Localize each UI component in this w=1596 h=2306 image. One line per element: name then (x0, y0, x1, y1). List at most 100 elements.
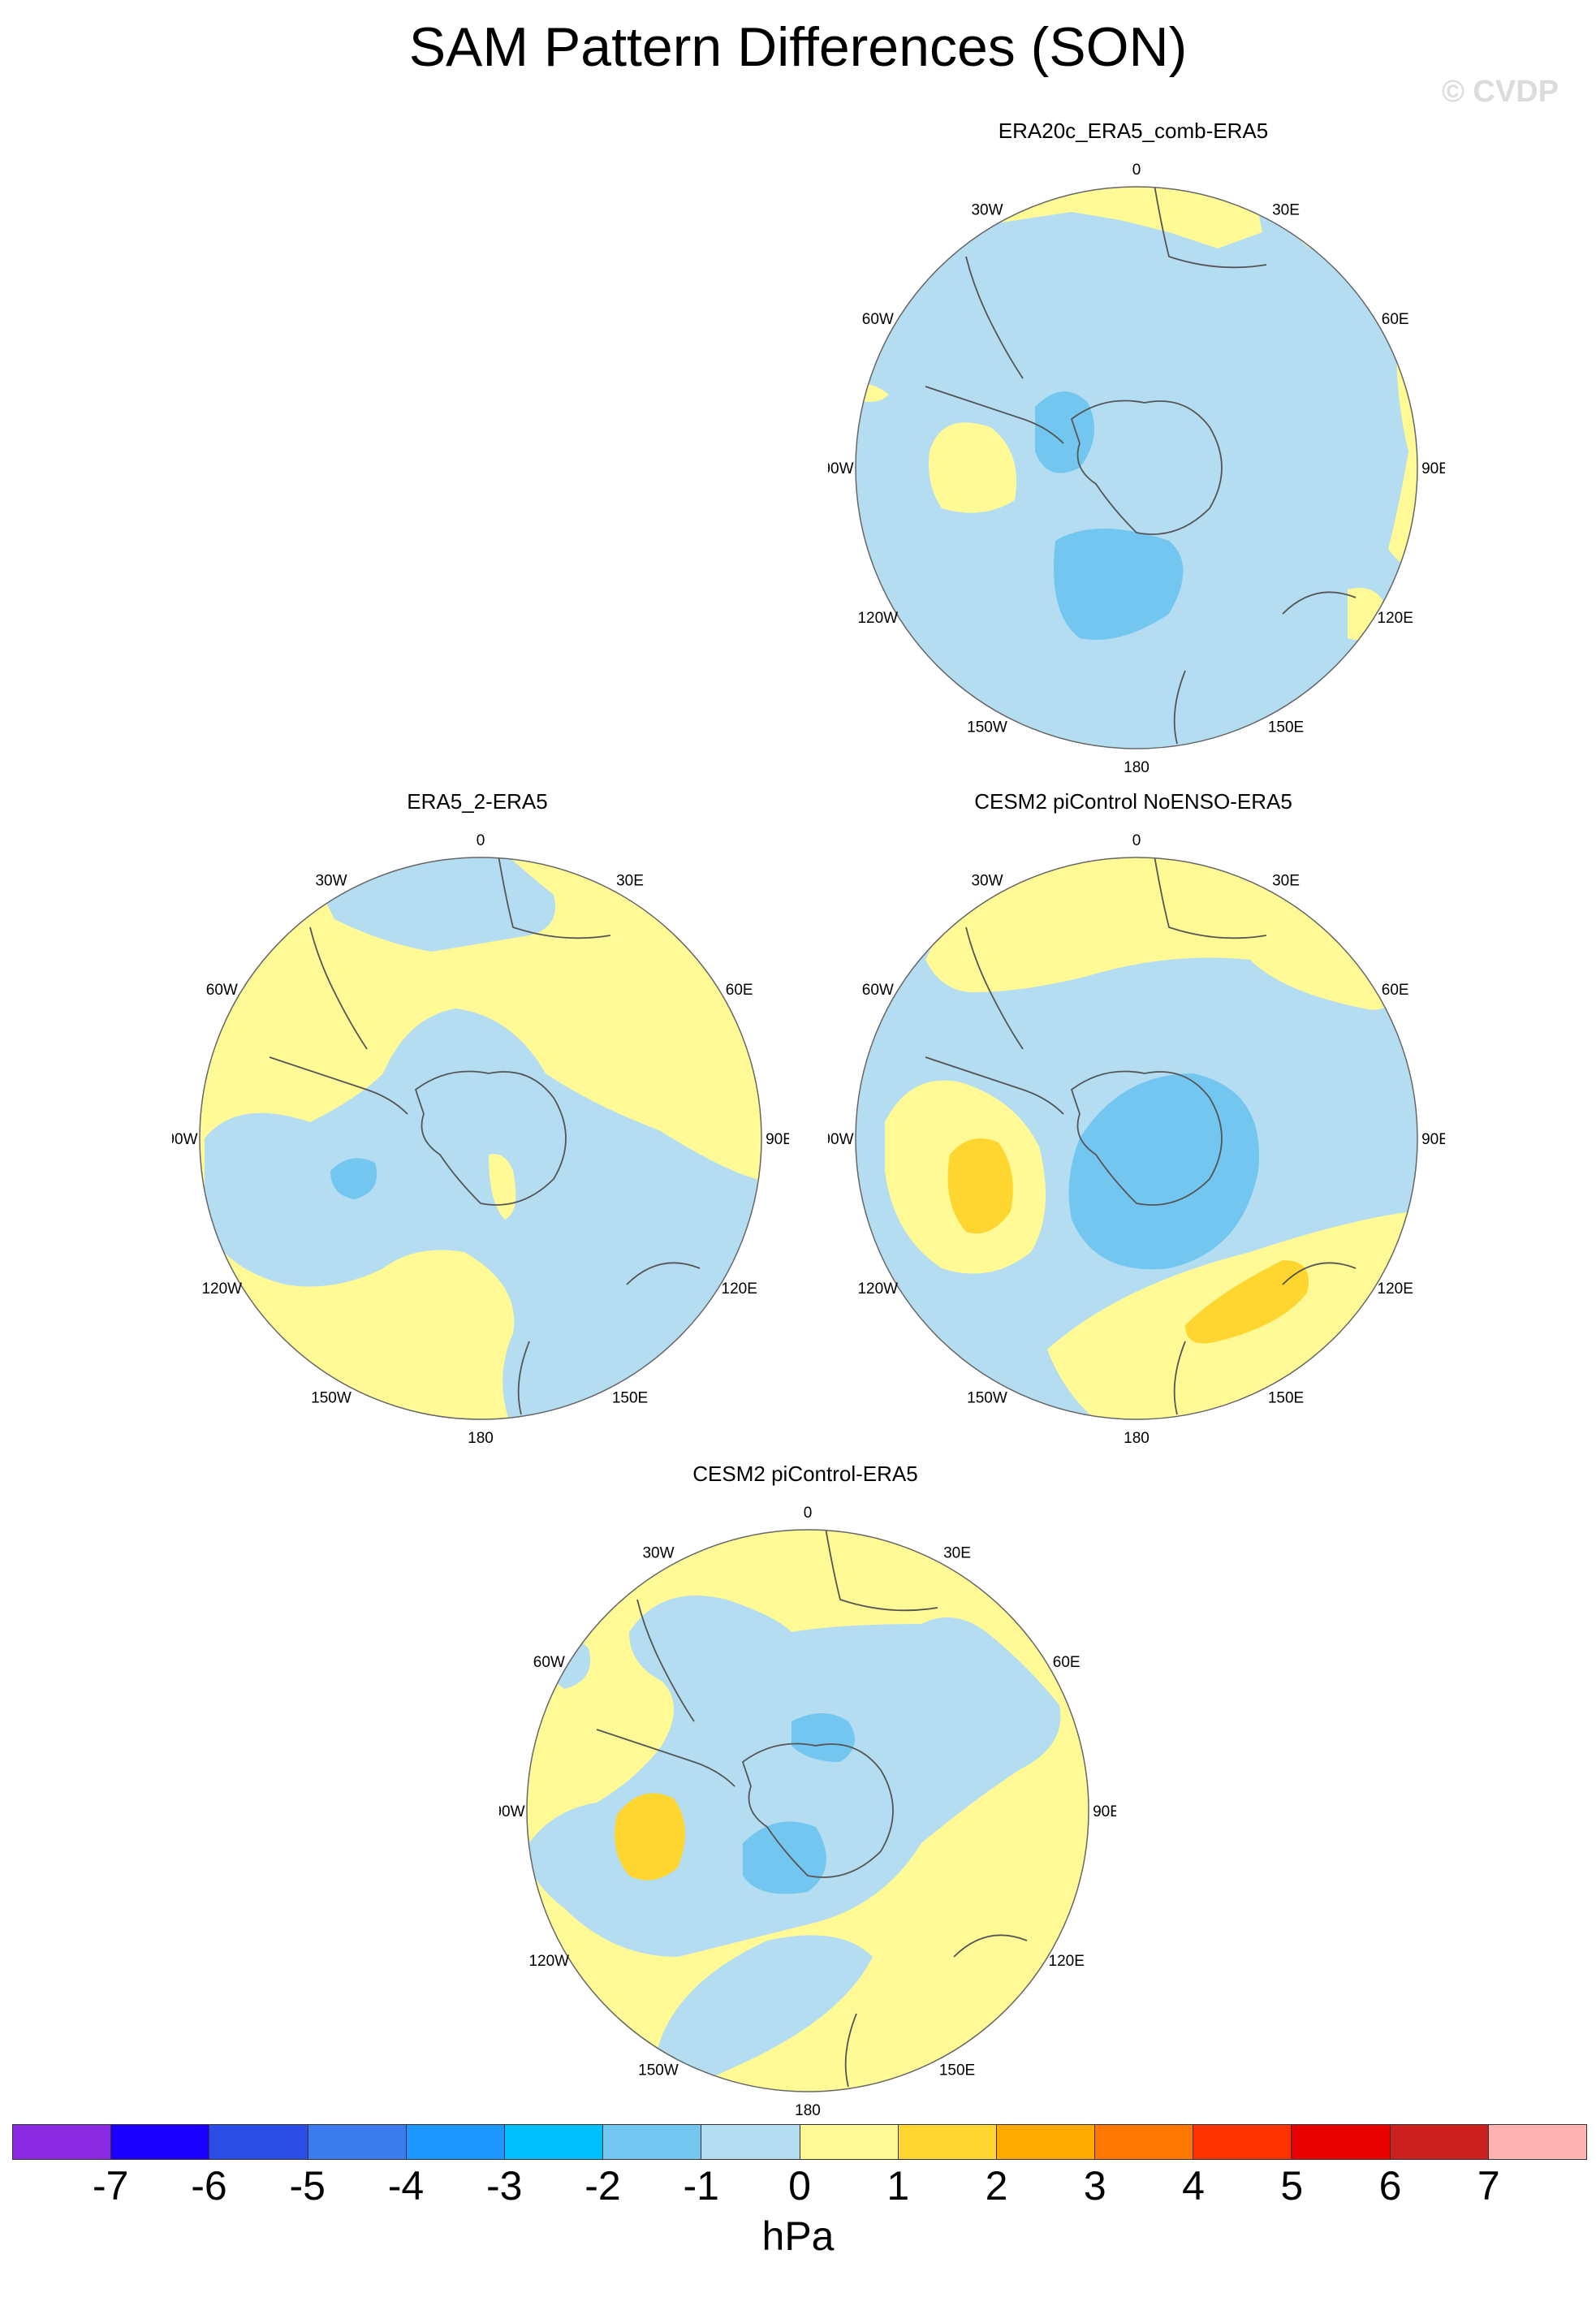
contour-region (205, 1008, 761, 1419)
colorbar-box (503, 2125, 603, 2159)
lon-label: 150E (939, 2062, 975, 2079)
coastline (1152, 187, 1267, 269)
colorbar-box (799, 2125, 898, 2159)
lon-label: 60W (206, 982, 238, 999)
contour-region (792, 1713, 855, 1762)
lon-label: 30W (642, 1544, 674, 1561)
panel-title-1: ERA20c_ERA5_comb-ERA5 (998, 119, 1269, 143)
map-border (199, 857, 762, 1420)
coastline (414, 1070, 567, 1206)
lon-label: 150W (967, 719, 1007, 736)
lon-label: 30E (1272, 872, 1300, 889)
lon-label: 0 (1132, 162, 1141, 179)
lon-label: 120W (857, 1280, 898, 1298)
colorbar-tick-label: 0 (788, 2163, 811, 2209)
contour-region (653, 1935, 873, 2083)
coastline (741, 1742, 894, 1878)
lon-label: 30W (315, 872, 347, 889)
lon-label: 180 (1124, 759, 1150, 776)
lon-label: 30E (1272, 201, 1300, 218)
colorbar-box (307, 2125, 406, 2159)
colorbar-tick-label: -2 (584, 2163, 621, 2209)
lon-label: 150E (612, 1390, 648, 1407)
lon-label: 60E (1053, 1654, 1081, 1671)
lon-label: 120E (1378, 1280, 1413, 1298)
contour-region (1035, 391, 1094, 473)
coastline (965, 926, 1024, 1050)
colorbar-units: hPa (761, 2213, 835, 2259)
contour-region (1388, 346, 1417, 581)
coastline (844, 2013, 857, 2088)
colorbar-tick-label: -1 (683, 2163, 719, 2209)
colorbar (12, 2124, 1587, 2160)
colorbar-box (1487, 2125, 1586, 2159)
lon-label: 180 (1124, 1430, 1150, 1447)
lon-label: 120W (857, 610, 898, 627)
colorbar-box (405, 2125, 504, 2159)
lon-label: 30W (971, 201, 1003, 218)
contour-region (1331, 719, 1372, 746)
map-border (855, 857, 1418, 1420)
lon-label: 150E (1268, 719, 1304, 736)
coastline (309, 926, 368, 1050)
contour-region (1068, 1073, 1259, 1270)
colorbar-box (13, 2125, 111, 2159)
lon-label: 150E (1268, 1390, 1304, 1407)
lon-label: 30E (616, 872, 644, 889)
panel-title-2: ERA5_2-ERA5 (407, 789, 548, 814)
lon-label: 90W (828, 460, 854, 477)
lon-label: 150W (638, 2062, 679, 2079)
colorbar-tick-label: -6 (191, 2163, 227, 2209)
coastline (1173, 1341, 1186, 1415)
coastline (1070, 1070, 1223, 1206)
coastline (596, 1729, 735, 1787)
lon-label: 90W (828, 1131, 854, 1148)
lon-label: 0 (804, 1505, 813, 1522)
colorbar-tick-label: 2 (985, 2163, 1008, 2209)
lon-label: 120W (528, 1953, 569, 1970)
coastline (1173, 670, 1186, 745)
lon-label: 150W (967, 1390, 1007, 1407)
contour-region (1185, 1260, 1309, 1344)
lon-label: 90W (172, 1131, 198, 1148)
lon-label: 60E (1382, 311, 1409, 328)
colorbar-box (995, 2125, 1095, 2159)
colorbar-tick-label: 6 (1378, 2163, 1402, 2209)
lon-label: 60W (862, 982, 894, 999)
map-panel-1: 0 30E 60E 90E 120E 150E 180 150W 120W 90W 60W 30W (828, 162, 1445, 776)
colorbar-box (1389, 2125, 1488, 2159)
coastline (626, 1262, 701, 1285)
coastline (925, 386, 1064, 444)
colorbar-box (1094, 2125, 1193, 2159)
panel-title-3: CESM2 piControl NoENSO-ERA5 (974, 789, 1292, 814)
map-panel-2: 0 30E 60E 90E 120E 150E 180 150W 120W 90W 60W 30W (172, 832, 789, 1447)
lon-label: 90E (1421, 1131, 1445, 1148)
cvdp-watermark: © CVDP (1441, 75, 1559, 109)
contour-region (925, 857, 1396, 1010)
contour-region (929, 422, 1016, 513)
coastline (496, 857, 611, 939)
contour-region (942, 187, 1262, 248)
lon-label: 60W (533, 1654, 565, 1671)
map-border (855, 186, 1418, 749)
map-panel-4: 0 30E 60E 90E 120E 150E 180 150W 120W 90W 60W 30W (499, 1505, 1116, 2119)
map-border (526, 1529, 1089, 2092)
coastline (1152, 857, 1267, 939)
lon-label: 60E (726, 982, 753, 999)
figure-title: SAM Pattern Differences (SON) (408, 16, 1188, 78)
field-background (856, 187, 1417, 749)
coastline (1070, 399, 1223, 535)
coastline (517, 1341, 530, 1415)
coastline (925, 1056, 1064, 1115)
colorbar-box (1291, 2125, 1390, 2159)
coastline (269, 1056, 408, 1115)
coastline (636, 1599, 695, 1722)
coastline (965, 256, 1024, 379)
colorbar-tick-label: -7 (93, 2163, 129, 2209)
lon-label: 120E (722, 1280, 757, 1298)
lon-label: 150W (311, 1390, 352, 1407)
lon-label: 60E (1382, 982, 1409, 999)
lon-label: 90W (499, 1803, 525, 1820)
coastline (1282, 591, 1357, 615)
contour-region (1054, 529, 1184, 640)
